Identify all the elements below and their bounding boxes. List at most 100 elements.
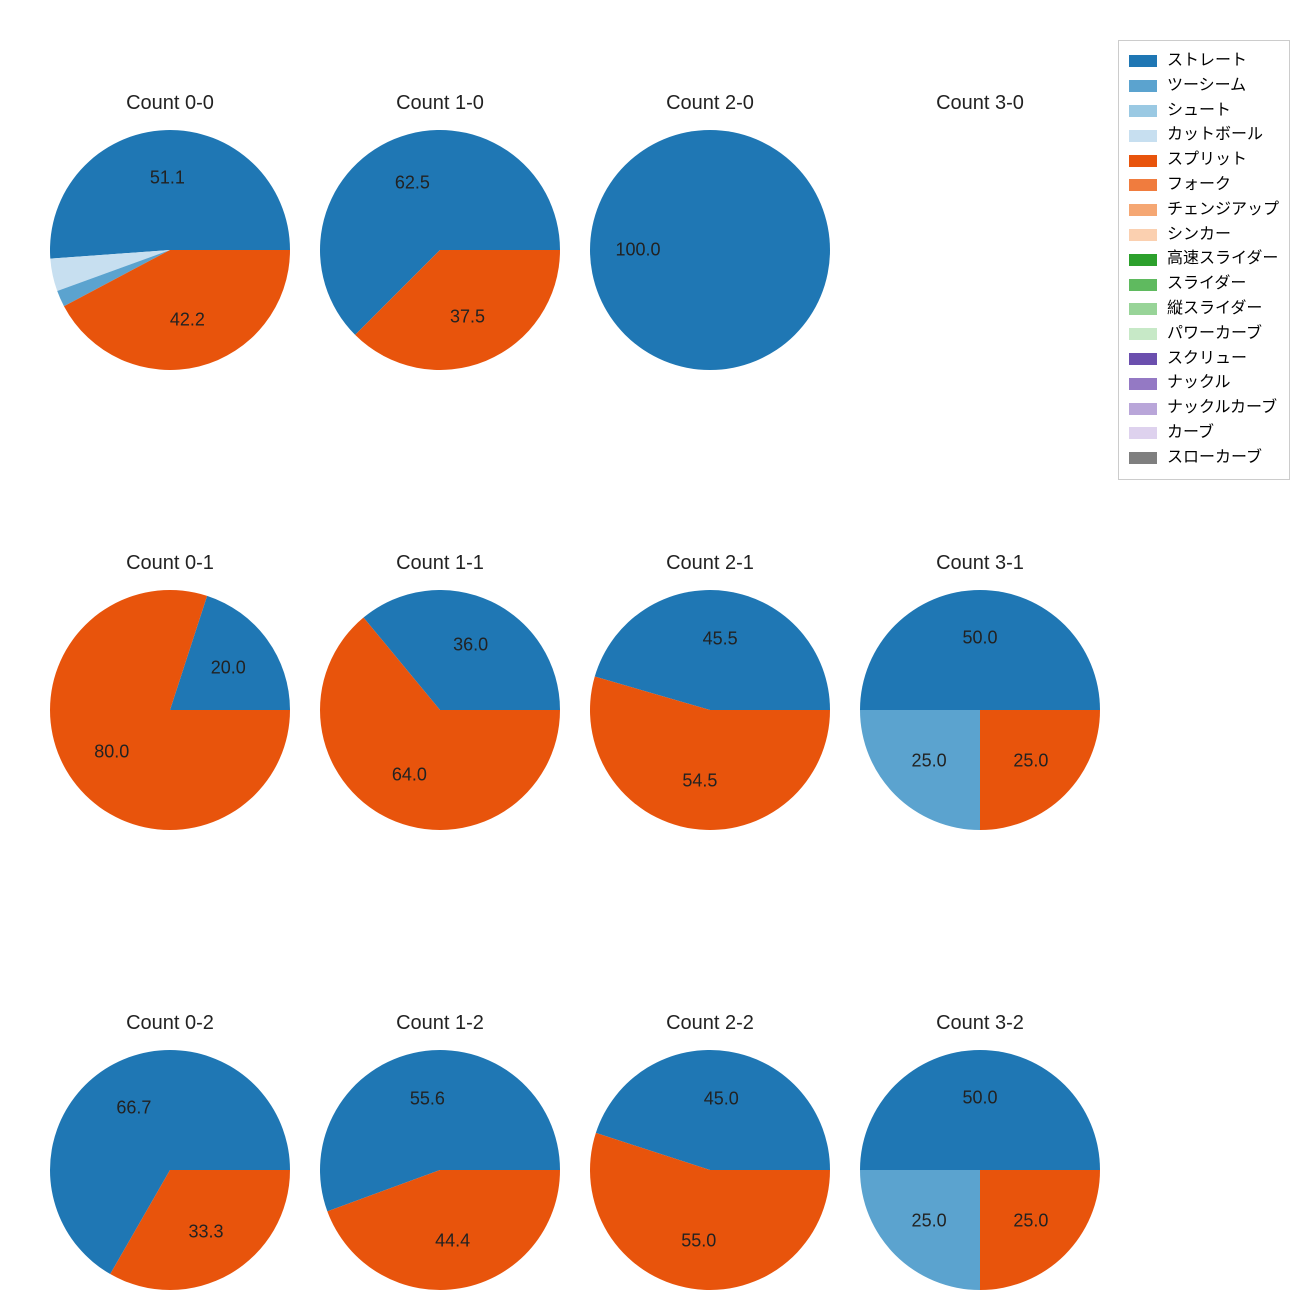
pie-grid-canvas: Count 0-051.142.2Count 1-062.537.5Count … [0,0,1300,1300]
pie-svg [860,590,1100,830]
legend-row: 高速スライダー [1129,247,1279,272]
legend-row: カットボール [1129,123,1279,148]
pie-title: Count 0-1 [40,552,300,575]
legend-row: カーブ [1129,421,1279,446]
pie-svg [320,590,560,830]
pie-title: Count 2-0 [580,92,840,115]
pie-slice-label: 25.0 [1013,1210,1048,1231]
pie-cell: Count 0-120.080.0 [40,590,300,850]
legend-swatch [1129,378,1157,390]
pie-svg [50,130,290,370]
pie-svg [320,130,560,370]
legend-swatch [1129,452,1157,464]
pie-slice-label: 55.6 [410,1089,445,1110]
pie-title: Count 1-1 [310,552,570,575]
pie-title: Count 0-0 [40,92,300,115]
pie-slice-label: 20.0 [211,657,246,678]
legend-swatch [1129,155,1157,167]
pie-slice-label: 25.0 [912,750,947,771]
legend-label: シュート [1167,99,1231,124]
legend-row: ツーシーム [1129,74,1279,99]
legend-swatch [1129,254,1157,266]
pie-cell: Count 2-0100.0 [580,130,840,390]
pie-cell: Count 0-051.142.2 [40,130,300,390]
legend-swatch [1129,353,1157,365]
legend-row: ナックル [1129,371,1279,396]
legend-swatch [1129,229,1157,241]
legend-swatch [1129,303,1157,315]
pie-slice [50,130,290,259]
pie-slice [860,1050,1100,1170]
pie-slice-label: 45.0 [704,1088,739,1109]
legend-label: ツーシーム [1167,74,1246,99]
pie-slice-label: 66.7 [116,1097,151,1118]
legend-row: ナックルカーブ [1129,396,1279,421]
legend-swatch [1129,55,1157,67]
legend-swatch [1129,204,1157,216]
legend-row: 縦スライダー [1129,297,1279,322]
legend-swatch [1129,427,1157,439]
pie-slice-label: 50.0 [962,1088,997,1109]
legend-row: スライダー [1129,272,1279,297]
pie-slice-label: 54.5 [682,771,717,792]
legend-swatch [1129,105,1157,117]
pie-svg [50,590,290,830]
legend-label: スローカーブ [1167,446,1262,471]
pie-title: Count 3-2 [850,1012,1110,1035]
pie-slice-label: 50.0 [962,628,997,649]
legend-row: フォーク [1129,173,1279,198]
pie-slice-label: 44.4 [435,1230,470,1251]
legend-label: パワーカーブ [1167,322,1262,347]
legend-label: チェンジアップ [1167,198,1279,223]
pie-title: Count 3-1 [850,552,1110,575]
pie-slice-label: 37.5 [450,306,485,327]
pie-svg [860,1050,1100,1290]
pie-cell: Count 2-145.554.5 [580,590,840,850]
legend-row: チェンジアップ [1129,198,1279,223]
legend-swatch [1129,80,1157,92]
pie-title: Count 2-1 [580,552,840,575]
pie-title: Count 2-2 [580,1012,840,1035]
legend-label: ナックル [1167,371,1231,396]
pie-svg [590,1050,830,1290]
pie-slice-label: 33.3 [189,1222,224,1243]
pie-cell: Count 3-250.025.025.0 [850,1050,1110,1310]
legend-label: カーブ [1167,421,1214,446]
pie-slice-label: 64.0 [392,765,427,786]
legend-swatch [1129,328,1157,340]
legend-row: スプリット [1129,148,1279,173]
legend-label: カットボール [1167,123,1263,148]
pie-title: Count 1-2 [310,1012,570,1035]
legend-row: パワーカーブ [1129,322,1279,347]
pie-cell: Count 1-136.064.0 [310,590,570,850]
pie-svg [590,590,830,830]
legend-row: シンカー [1129,223,1279,248]
pie-svg [320,1050,560,1290]
pie-slice-label: 51.1 [150,168,185,189]
pie-slice-label: 42.2 [170,309,205,330]
legend-swatch [1129,179,1157,191]
pie-slice-label: 55.0 [681,1231,716,1252]
pie-slice-label: 62.5 [395,173,430,194]
legend-row: ストレート [1129,49,1279,74]
pie-slice-label: 25.0 [1013,750,1048,771]
pie-slice-label: 25.0 [912,1210,947,1231]
legend-label: スライダー [1167,272,1246,297]
legend-swatch [1129,403,1157,415]
pie-slice-label: 45.5 [703,628,738,649]
pie-slice-label: 36.0 [453,634,488,655]
pie-cell: Count 1-255.644.4 [310,1050,570,1310]
legend-row: スローカーブ [1129,446,1279,471]
legend-swatch [1129,279,1157,291]
legend: ストレートツーシームシュートカットボールスプリットフォークチェンジアップシンカー… [1118,40,1290,480]
legend-label: スクリュー [1167,347,1247,372]
pie-title: Count 3-0 [850,92,1110,115]
pie-cell: Count 2-245.055.0 [580,1050,840,1310]
pie-slice-label: 80.0 [94,742,129,763]
pie-slice-label: 100.0 [615,240,660,261]
legend-row: スクリュー [1129,347,1279,372]
legend-label: フォーク [1167,173,1231,198]
legend-label: 高速スライダー [1167,247,1278,272]
legend-label: 縦スライダー [1167,297,1262,322]
pie-cell: Count 3-0 [850,130,1110,390]
